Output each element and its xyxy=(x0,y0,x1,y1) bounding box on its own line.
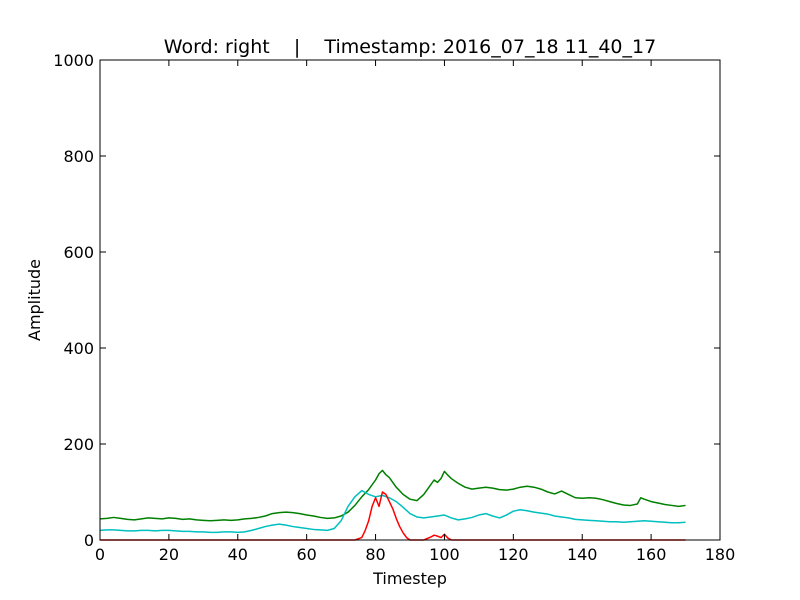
plot-frame xyxy=(99,59,721,541)
y-tick-label-200: 200 xyxy=(63,435,94,454)
x-axis-title: Timestep xyxy=(372,569,447,588)
y-tick-label-1000: 1000 xyxy=(53,51,94,70)
x-tick-label-180: 180 xyxy=(705,545,736,564)
x-tick-label-160: 160 xyxy=(636,545,667,564)
x-tick-label-120: 120 xyxy=(498,545,529,564)
x-tick-label-100: 100 xyxy=(429,545,460,564)
y-tick-label-800: 800 xyxy=(63,147,94,166)
series-line-1 xyxy=(99,489,686,534)
chart-title: Word: right | Timestamp: 2016_07_18 11_4… xyxy=(164,36,656,58)
series-line-0 xyxy=(99,469,686,522)
y-tick-label-600: 600 xyxy=(63,243,94,262)
x-tick-label-20: 20 xyxy=(159,545,179,564)
x-tick-label-140: 140 xyxy=(567,545,598,564)
plot-area: 0 20 40 60 80 100 120 140 160 180 0 200 400 600 800 100… xyxy=(53,51,735,564)
x-tick-label-80: 80 xyxy=(365,545,385,564)
x-tick-label-0: 0 xyxy=(95,545,105,564)
series-line-2 xyxy=(100,491,686,541)
x-tick-label-40: 40 xyxy=(228,545,248,564)
x-tick-label-60: 60 xyxy=(296,545,316,564)
y-tick-label-0: 0 xyxy=(84,531,94,550)
y-axis-title: Amplitude xyxy=(25,259,44,341)
y-tick-label-400: 400 xyxy=(63,339,94,358)
